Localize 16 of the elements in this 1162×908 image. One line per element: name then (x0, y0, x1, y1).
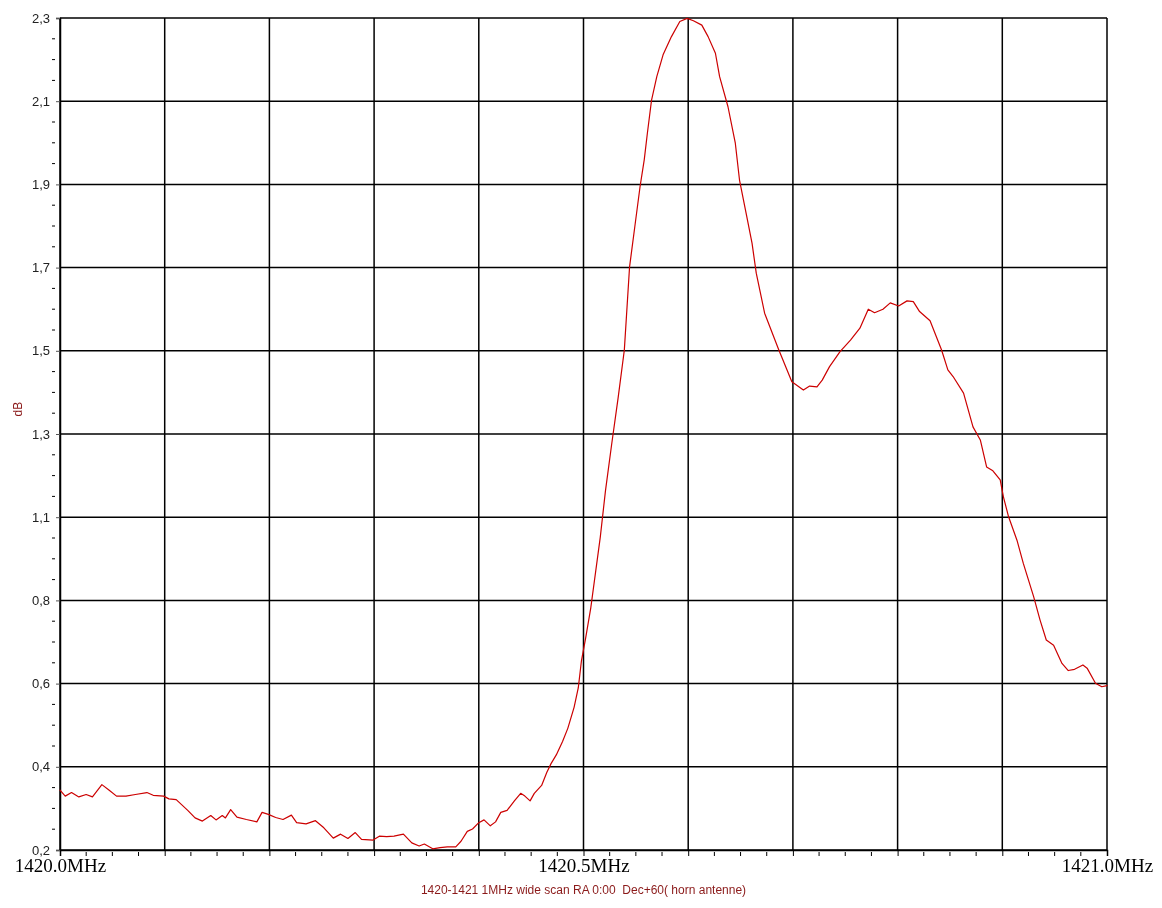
x-tick-label: 1420.5MHz (538, 855, 630, 877)
y-tick-label: 1,7 (31, 260, 50, 276)
y-tick-label: 1,5 (31, 343, 50, 359)
x-tick-label: 1420.0MHz (14, 855, 107, 877)
x-axis-title: 1420-1421 1MHz wide scan RA 0:00 Dec+60( horn antenne) (420, 883, 747, 897)
y-tick-label: 0,6 (31, 676, 50, 692)
x-tick-label: 1421.0MHz (1061, 855, 1154, 877)
y-tick-label: 0,8 (31, 593, 50, 609)
y-tick-label: 1,3 (31, 426, 50, 442)
y-tick-label: 2,3 (31, 10, 50, 26)
y-axis-title: dB (11, 401, 25, 417)
y-tick-label: 0,4 (31, 759, 50, 775)
y-tick-label: 2,1 (31, 93, 50, 109)
y-tick-label: 1,1 (31, 509, 50, 525)
y-tick-label: 1,9 (31, 177, 50, 193)
y-tick-label: 0,2 (31, 842, 50, 858)
